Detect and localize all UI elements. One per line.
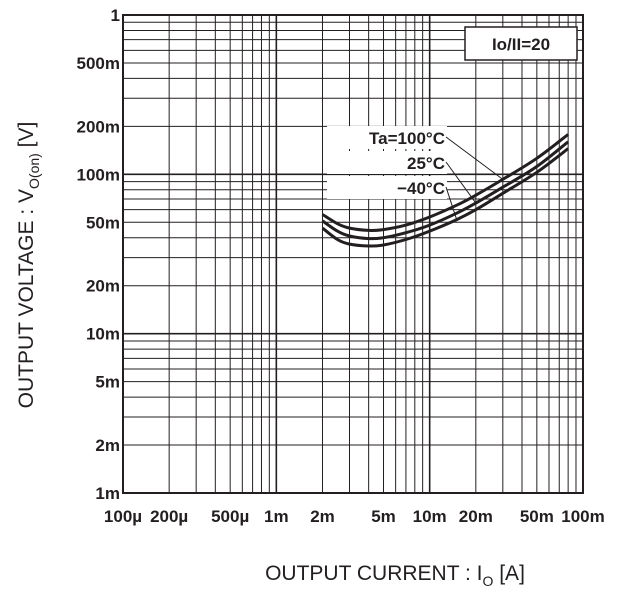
x-tick-label: 5m — [371, 507, 396, 526]
y-tick-label: 1m — [95, 484, 120, 503]
y-axis-title-main: OUTPUT VOLTAGE : V — [15, 189, 38, 408]
y-tick-label: 20m — [86, 277, 120, 296]
condition-label: Io/II=20 — [492, 35, 550, 54]
series-line-2 — [321, 147, 570, 248]
x-axis-title: OUTPUT CURRENT : IO [A] — [265, 562, 525, 589]
y-tick-label: 200m — [77, 117, 120, 136]
x-tick-label: 500µ — [211, 507, 249, 526]
annotation-leader-1 — [445, 161, 477, 204]
x-tick-label: 100µ — [104, 507, 142, 526]
y-tick-labels: 1m 2m 5m 10m 20m 50m 100m 200m 500m 1 — [77, 6, 120, 503]
plot-frame — [122, 14, 584, 494]
y-axis-title: OUTPUT VOLTAGE : VO(on) [V] — [15, 122, 42, 409]
y-tick-label: 2m — [95, 436, 120, 455]
y-tick-label: 10m — [86, 325, 120, 344]
x-axis-title-unit: [A] — [493, 562, 525, 585]
annotation-bg-1 — [327, 151, 447, 174]
y-axis-title-unit: [V] — [15, 122, 38, 154]
y-tick-label: 50m — [86, 213, 120, 232]
series-line-0 — [321, 133, 570, 232]
x-tick-labels: 100µ 200µ 500µ 1m 2m 5m 10m 20m 50m 100m — [104, 507, 605, 526]
grid-lines — [123, 15, 583, 493]
condition-box — [464, 26, 578, 61]
annotation-leader-0 — [445, 136, 504, 180]
y-axis-title-sub: O(on) — [26, 153, 42, 189]
y-tick-label: 1 — [111, 6, 120, 25]
y-tick-label: 5m — [95, 373, 120, 392]
y-tick-label: 500m — [77, 54, 120, 73]
y-tick-label: 100m — [77, 165, 120, 184]
annotation-leader-2 — [445, 186, 458, 220]
annotation-label-0: Ta=100°C — [369, 129, 445, 148]
x-tick-label: 10m — [413, 507, 447, 526]
x-axis-title-sub: O — [483, 573, 494, 589]
series-annotations: Ta=100°C 25°C −40°C — [327, 126, 504, 220]
x-tick-label: 50m — [520, 507, 554, 526]
x-tick-label: 200µ — [150, 507, 188, 526]
x-tick-label: 1m — [264, 507, 289, 526]
annotation-label-2: −40°C — [397, 179, 445, 198]
annotation-bg-2 — [327, 176, 447, 199]
x-tick-label: 20m — [459, 507, 493, 526]
annotation-bg-0 — [327, 126, 447, 149]
series-line-1 — [321, 140, 570, 241]
x-axis-title-main: OUTPUT CURRENT : I — [265, 562, 482, 585]
series-lines — [321, 133, 570, 248]
x-tick-label: 100m — [561, 507, 604, 526]
annotation-label-1: 25°C — [407, 154, 445, 173]
x-tick-label: 2m — [310, 507, 335, 526]
